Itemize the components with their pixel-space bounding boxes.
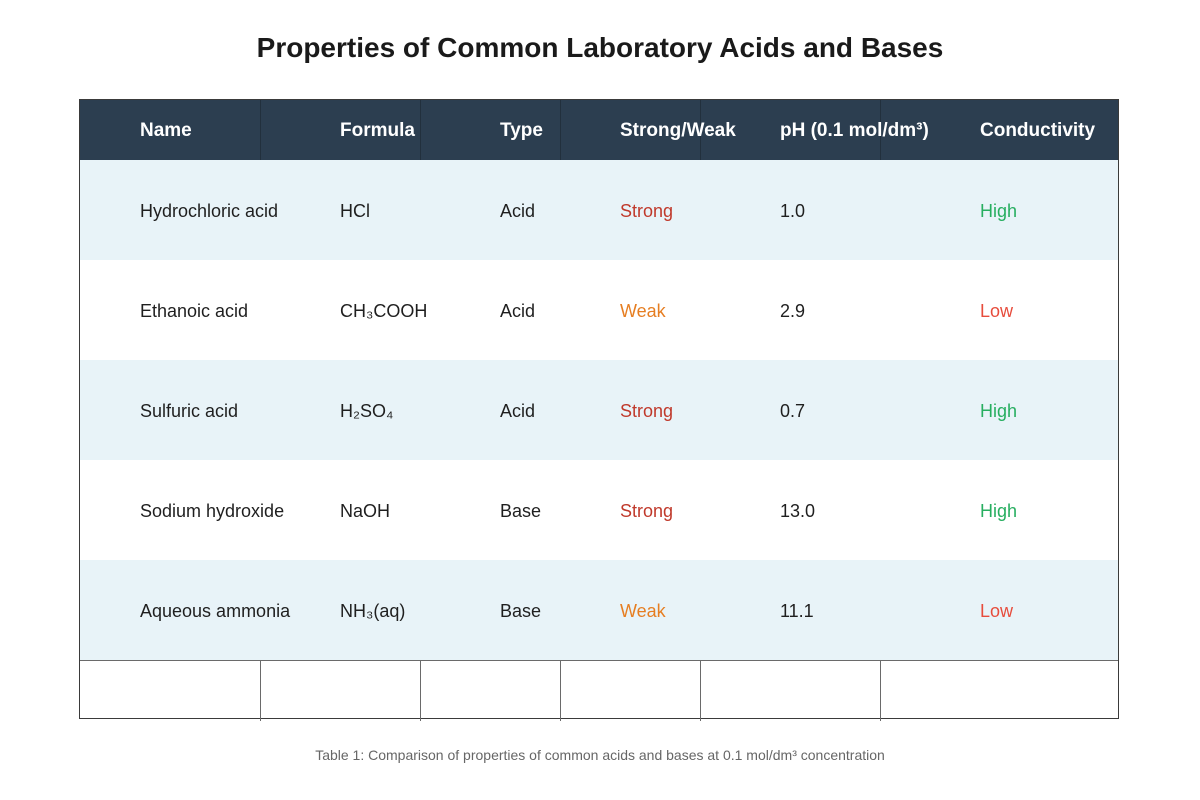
cell-strength: Strong: [620, 201, 674, 221]
cell-formula: NH₃(aq): [340, 601, 406, 621]
cell-formula: HCl: [340, 201, 370, 221]
cell-ph: 1.0: [780, 201, 806, 221]
cell-strength: Strong: [620, 501, 674, 521]
column-divider: [880, 100, 881, 160]
cell-conductivity: High: [980, 201, 1018, 221]
cell-formula: NaOH: [340, 501, 391, 521]
column-divider: [880, 661, 881, 721]
cell-name: Sodium hydroxide: [140, 501, 285, 521]
cell-strength: Strong: [620, 401, 674, 421]
table-header: Name Formula Type Strong/Weak pH (0.1 mo…: [80, 100, 1118, 160]
cell-name: Hydrochloric acid: [140, 201, 279, 221]
cell-type: Base: [500, 501, 542, 521]
cell-ph: 0.7: [780, 401, 806, 421]
table-row: Sodium hydroxide NaOH Base Strong 13.0 H…: [80, 460, 1118, 560]
column-divider: [420, 100, 421, 160]
cell-formula: CH₃COOH: [340, 301, 428, 321]
column-divider: [420, 661, 421, 721]
cell-name: Ethanoic acid: [140, 301, 249, 321]
cell-strength: Weak: [620, 301, 666, 321]
cell-strength: Weak: [620, 601, 666, 621]
column-header-ph: pH (0.1 mol/dm³): [780, 120, 929, 141]
column-divider: [700, 100, 701, 160]
properties-table: Name Formula Type Strong/Weak pH (0.1 mo…: [79, 99, 1119, 721]
cell-formula: H₂SO₄: [340, 401, 394, 421]
cell-type: Acid: [500, 301, 536, 321]
cell-conductivity: Low: [980, 301, 1014, 321]
cell-type: Acid: [500, 201, 536, 221]
table-caption: Table 1: Comparison of properties of com…: [315, 747, 885, 763]
column-divider: [560, 100, 561, 160]
empty-footer-row: [80, 660, 1118, 721]
cell-type: Acid: [500, 401, 536, 421]
column-header-type: Type: [500, 120, 543, 141]
table-row: Hydrochloric acid HCl Acid Strong 1.0 Hi…: [80, 160, 1118, 260]
column-divider: [260, 661, 261, 721]
column-header-conductivity: Conductivity: [980, 120, 1096, 141]
page-title: Properties of Common Laboratory Acids an…: [256, 32, 944, 63]
column-divider: [700, 661, 701, 721]
cell-type: Base: [500, 601, 542, 621]
table-row: Aqueous ammonia NH₃(aq) Base Weak 11.1 L…: [80, 560, 1118, 660]
column-header-formula: Formula: [340, 120, 415, 141]
cell-conductivity: High: [980, 401, 1018, 421]
cell-name: Aqueous ammonia: [140, 601, 291, 621]
table-row: Sulfuric acid H₂SO₄ Acid Strong 0.7 High: [80, 360, 1118, 460]
cell-name: Sulfuric acid: [140, 401, 239, 421]
column-header-strength: Strong/Weak: [620, 120, 736, 141]
table-row: Ethanoic acid CH₃COOH Acid Weak 2.9 Low: [80, 260, 1118, 360]
column-header-name: Name: [140, 120, 192, 141]
cell-ph: 13.0: [780, 501, 816, 521]
cell-ph: 11.1: [780, 601, 814, 621]
column-divider: [560, 661, 561, 721]
cell-ph: 2.9: [780, 301, 806, 321]
column-divider: [260, 100, 261, 160]
cell-conductivity: High: [980, 501, 1018, 521]
cell-conductivity: Low: [980, 601, 1014, 621]
